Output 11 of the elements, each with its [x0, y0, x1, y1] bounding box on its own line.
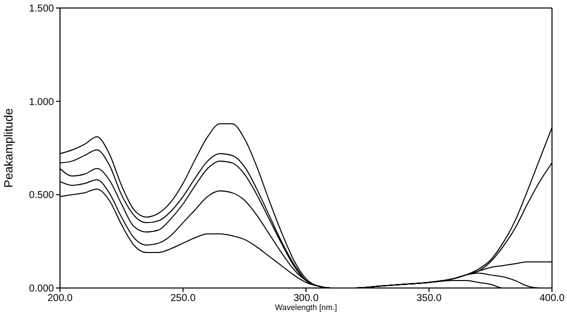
x-tick-label: 200.0	[47, 293, 73, 304]
y-tick-label: 0.000	[28, 284, 54, 295]
y-axis-title: Peakamplitude	[1, 108, 16, 188]
y-tick-label: 1.500	[28, 4, 54, 15]
x-tick-label: 400.0	[539, 293, 565, 304]
x-tick-label: 300.0	[293, 293, 319, 304]
x-tick-label: 250.0	[170, 293, 196, 304]
x-tick-label: 350.0	[416, 293, 442, 304]
y-tick-label: 1.000	[28, 96, 54, 108]
x-axis-title: Wavelength [nm.]	[275, 303, 337, 312]
y-tick-label: 0.500	[28, 190, 54, 202]
